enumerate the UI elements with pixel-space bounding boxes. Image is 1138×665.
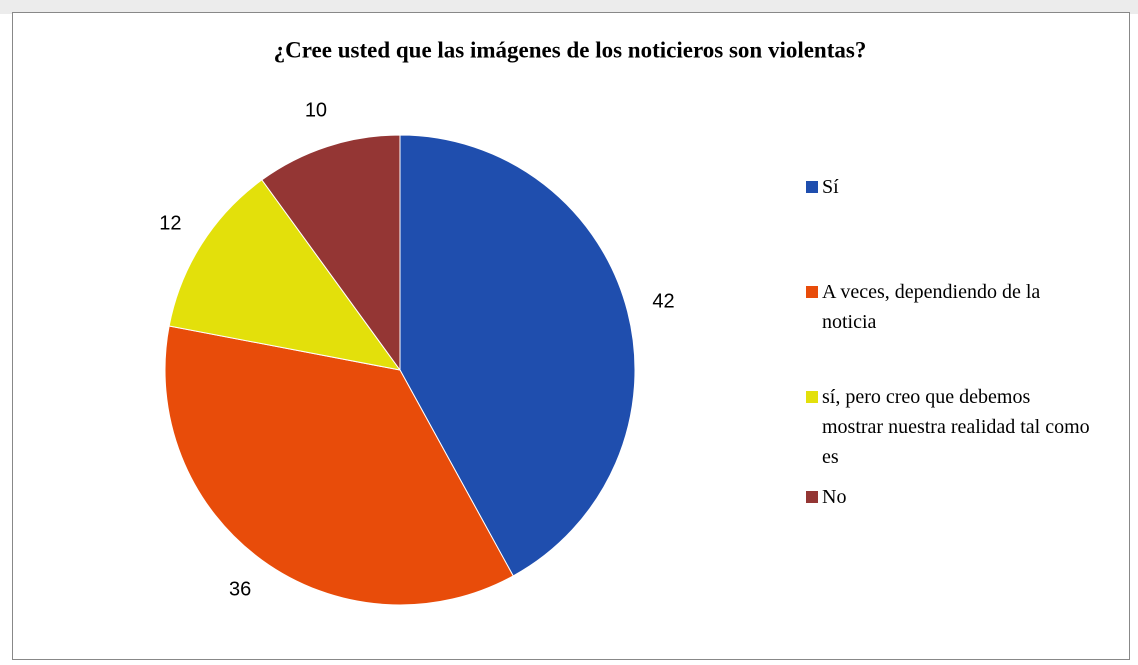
legend-swatch — [806, 286, 818, 298]
chart-title: ¿Cree usted que las imágenes de los noti… — [274, 37, 867, 62]
legend-item: sí, pero creo que debemos mostrar nuestr… — [806, 382, 1096, 472]
legend-swatch — [806, 181, 818, 193]
legend-item: No — [806, 482, 1096, 512]
legend-label: A veces, dependiendo de la noticia — [822, 281, 1041, 333]
data-label: 36 — [229, 578, 251, 600]
data-label: 12 — [159, 213, 181, 235]
pie-slice — [399, 134, 636, 577]
legend-item: Sí — [806, 172, 1096, 202]
pie-slice — [164, 325, 514, 606]
legend-label: Sí — [822, 176, 839, 198]
legend-label: No — [822, 486, 847, 508]
legend-swatch — [806, 391, 818, 403]
pie-slice — [261, 134, 401, 372]
data-label: 10 — [305, 100, 327, 122]
data-label: 42 — [652, 291, 674, 313]
top-band — [0, 0, 1138, 14]
legend-item: A veces, dependiendo de la noticia — [806, 277, 1096, 337]
legend-label: sí, pero creo que debemos mostrar nuestr… — [822, 386, 1090, 468]
pie-slice — [168, 179, 402, 371]
legend-swatch — [806, 491, 818, 503]
